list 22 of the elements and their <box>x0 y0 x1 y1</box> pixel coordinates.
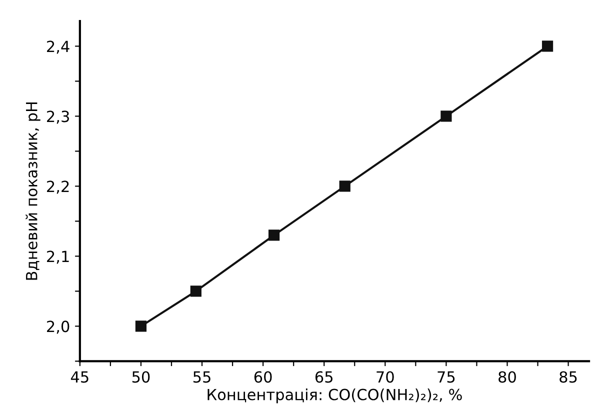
x-tick-label: 50 <box>132 371 150 383</box>
y-tick-label: 2,4 <box>47 40 70 54</box>
point <box>339 180 350 192</box>
x-tick-label: 60 <box>254 371 272 383</box>
point <box>135 320 147 332</box>
x-tick-label: 65 <box>315 371 332 383</box>
point <box>190 286 202 297</box>
y-tick-label: 2,1 <box>47 250 69 264</box>
y-axis-title: Вдневий показник, pH <box>26 102 40 280</box>
x-tick-label: 55 <box>193 371 210 383</box>
x-tick-label: 75 <box>438 371 455 383</box>
y-tick-label: 2,0 <box>47 320 70 334</box>
x-tick-label: 70 <box>376 371 394 383</box>
y-tick-label: 2,2 <box>47 180 69 194</box>
point <box>268 230 280 241</box>
point <box>440 110 452 122</box>
x-tick-label: 85 <box>560 371 577 383</box>
x-tick-label: 45 <box>70 371 88 383</box>
x-tick-label: 80 <box>498 371 516 383</box>
x-axis-title: Концентрація: CO(CO(NH₂)₂)₂, % <box>208 388 462 404</box>
point <box>542 40 554 52</box>
y-tick-label: 2,3 <box>47 110 69 124</box>
